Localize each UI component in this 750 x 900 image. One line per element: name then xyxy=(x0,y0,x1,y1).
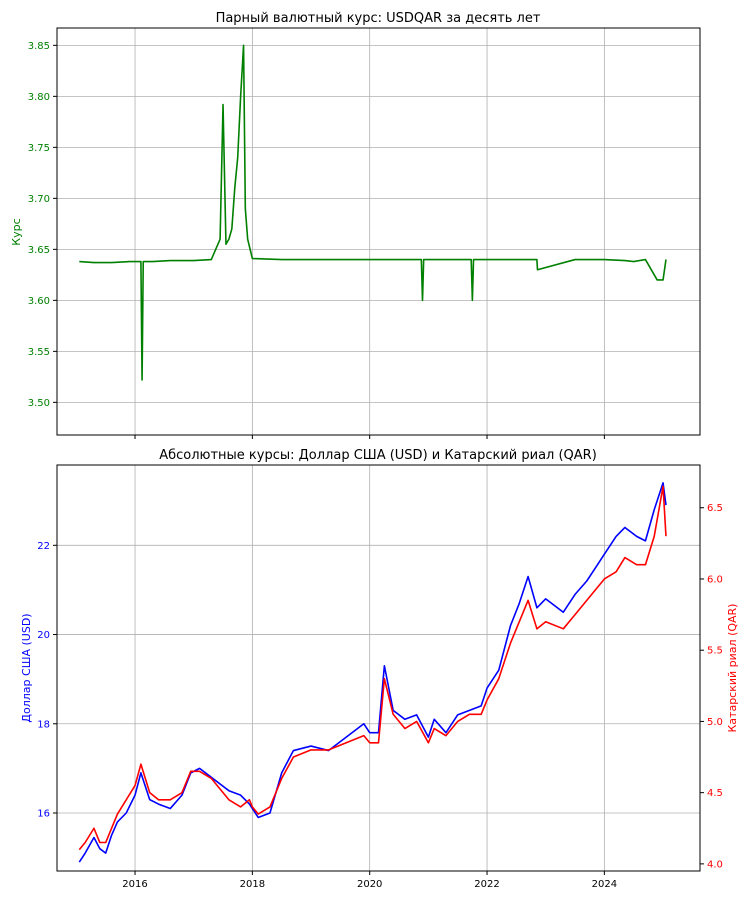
pair-rate-title: Парный валютный курс: USDQAR за десять л… xyxy=(216,11,541,26)
x-tick-label: 2022 xyxy=(474,879,499,890)
y2-tick-label: 6.5 xyxy=(707,503,723,514)
x-tick-label: 2016 xyxy=(122,879,147,890)
y-tick-label: 22 xyxy=(37,541,50,552)
y-tick-label: 3.70 xyxy=(28,194,50,205)
absolute-rates-y-label: Доллар США (USD) xyxy=(20,613,33,722)
y2-tick-label: 6.0 xyxy=(707,574,723,585)
y-tick-label: 18 xyxy=(37,719,50,730)
y2-tick-label: 4.5 xyxy=(707,788,723,799)
absolute-rates-y2-label: Катарский риал (QAR) xyxy=(726,604,739,733)
y-tick-label: 20 xyxy=(37,630,50,641)
y2-tick-label: 5.0 xyxy=(707,717,723,728)
pair-rate-y-label: Курс xyxy=(10,218,23,245)
y2-tick-label: 4.0 xyxy=(707,859,723,870)
y-tick-label: 3.65 xyxy=(28,245,50,256)
y-tick-label: 3.60 xyxy=(28,296,50,307)
y-tick-label: 3.75 xyxy=(28,143,50,154)
y-tick-label: 3.50 xyxy=(28,398,50,409)
y-tick-label: 3.85 xyxy=(28,41,50,52)
x-tick-label: 2018 xyxy=(240,879,265,890)
y-tick-label: 16 xyxy=(37,809,50,820)
y-tick-label: 3.80 xyxy=(28,92,50,103)
x-tick-label: 2020 xyxy=(357,879,382,890)
x-tick-label: 2024 xyxy=(592,879,617,890)
y-tick-label: 3.55 xyxy=(28,347,50,358)
y2-tick-label: 5.5 xyxy=(707,646,723,657)
absolute-rates-title: Абсолютные курсы: Доллар США (USD) и Кат… xyxy=(159,448,597,463)
